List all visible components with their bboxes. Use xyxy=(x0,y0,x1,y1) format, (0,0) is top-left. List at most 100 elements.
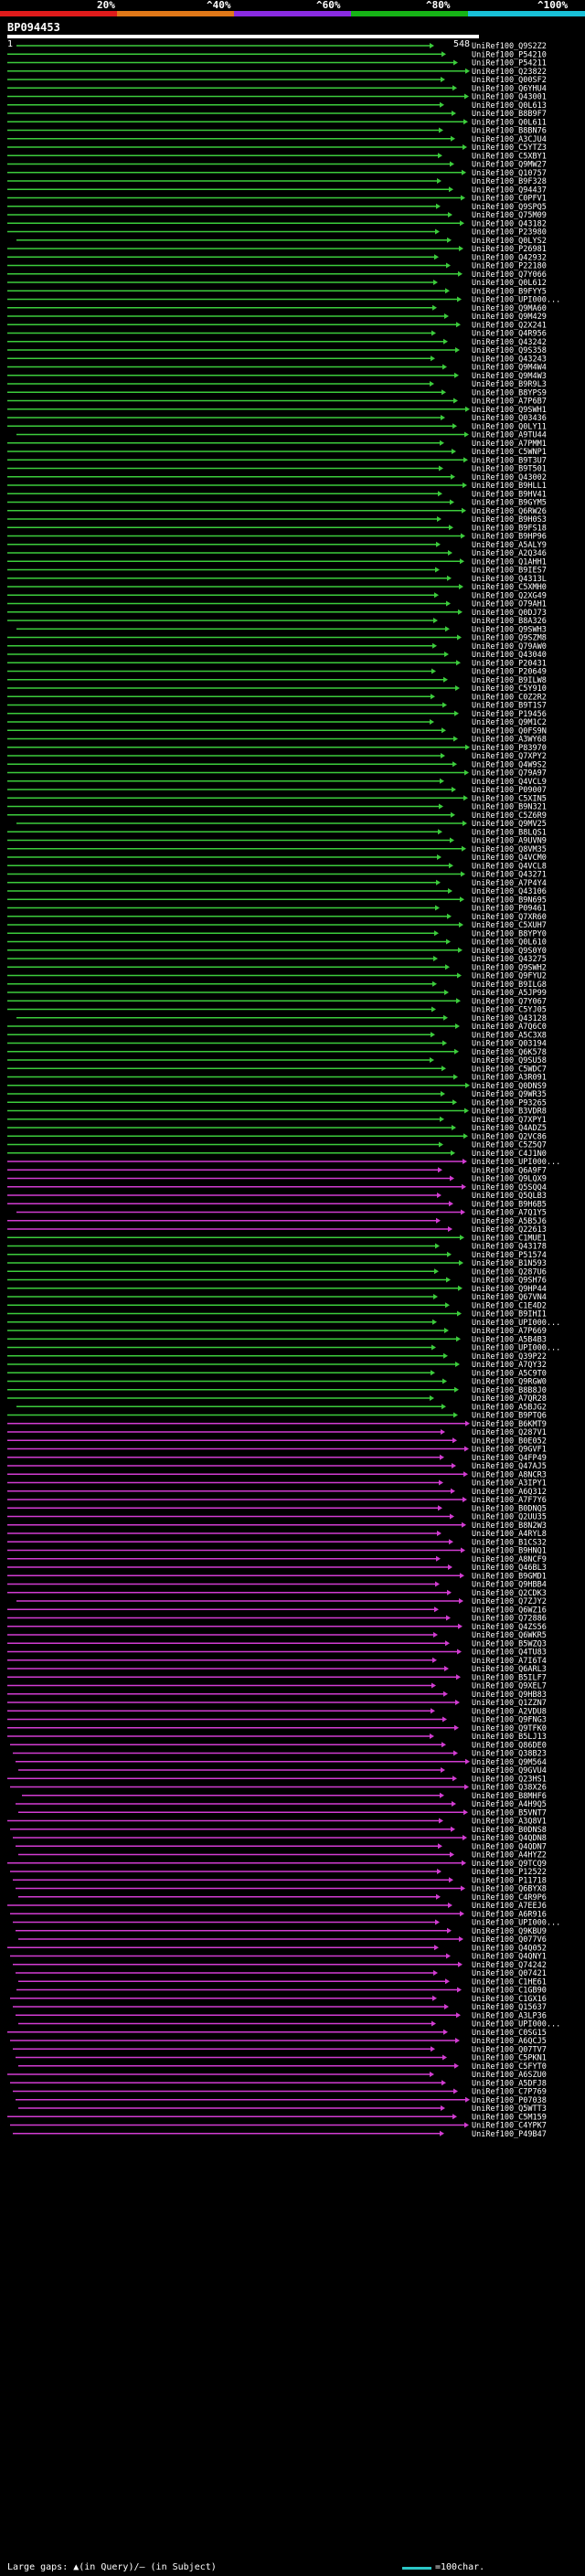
alignment-label[interactable]: UniRef100_Q07TV7 xyxy=(472,2045,547,2054)
alignment-row[interactable]: UniRef100_Q9S358 xyxy=(7,346,547,355)
alignment-row[interactable]: UniRef100_B9GYM5 xyxy=(7,499,547,508)
alignment-row[interactable]: UniRef100_Q6YHU4 xyxy=(7,84,547,93)
alignment-row[interactable]: UniRef100_Q6BYX8 xyxy=(16,1885,547,1894)
alignment-label[interactable]: UniRef100_Q9FNG3 xyxy=(472,1716,547,1725)
alignment-label[interactable]: UniRef100_Q7XPY1 xyxy=(472,1116,547,1125)
alignment-row[interactable]: UniRef100_C5WDC7 xyxy=(7,1065,547,1074)
alignment-row[interactable]: UniRef100_Q03194 xyxy=(7,1040,547,1049)
alignment-row[interactable]: UniRef100_Q43106 xyxy=(7,887,547,896)
alignment-row[interactable]: UniRef100_Q4QDN7 xyxy=(16,1842,547,1851)
alignment-label[interactable]: UniRef100_Q2XG49 xyxy=(472,591,547,600)
alignment-row[interactable]: UniRef100_Q9KBU9 xyxy=(16,1927,547,1936)
alignment-label[interactable]: UniRef100_A5ALY9 xyxy=(472,541,547,550)
alignment-row[interactable]: UniRef100_Q2X241 xyxy=(7,321,547,330)
alignment-row[interactable]: UniRef100_B8YPY0 xyxy=(7,929,547,938)
alignment-label[interactable]: UniRef100_Q1AHH1 xyxy=(472,557,547,567)
alignment-label[interactable]: UniRef100_B8B9F7 xyxy=(472,110,547,119)
alignment-label[interactable]: UniRef100_Q38X26 xyxy=(472,1784,547,1793)
alignment-row[interactable]: UniRef100_Q9XEL7 xyxy=(7,1682,547,1691)
alignment-row[interactable]: UniRef100_Q7Y067 xyxy=(7,997,547,1006)
alignment-label[interactable]: UniRef100_Q1ZZN7 xyxy=(472,1699,547,1708)
alignment-label[interactable]: UniRef100_Q07421 xyxy=(472,1969,547,1978)
alignment-row[interactable]: UniRef100_Q9RGW0 xyxy=(7,1378,547,1387)
alignment-label[interactable]: UniRef100_Q0DJ73 xyxy=(472,609,547,618)
alignment-label[interactable]: UniRef100_A3LP36 xyxy=(472,2011,547,2020)
alignment-label[interactable]: UniRef100_B0E052 xyxy=(472,1436,547,1446)
alignment-row[interactable]: UniRef100_Q9HB83 xyxy=(7,1691,547,1700)
alignment-row[interactable]: UniRef100_Q4QDN8 xyxy=(13,1834,547,1843)
alignment-label[interactable]: UniRef100_A6SZU0 xyxy=(472,2071,547,2080)
alignment-row[interactable]: UniRef100_B9HLL1 xyxy=(7,482,547,491)
alignment-row[interactable]: UniRef100_Q39P22 xyxy=(7,1352,547,1362)
alignment-row[interactable]: UniRef100_Q43243 xyxy=(7,355,547,364)
alignment-row[interactable]: UniRef100_A3WY68 xyxy=(7,736,547,745)
alignment-label[interactable]: UniRef100_A7I6T4 xyxy=(472,1657,547,1666)
alignment-label[interactable]: UniRef100_A4H9Q5 xyxy=(472,1800,547,1809)
alignment-label[interactable]: UniRef100_Q47AJ5 xyxy=(472,1462,547,1471)
alignment-label[interactable]: UniRef100_Q2VC86 xyxy=(472,1132,547,1141)
alignment-label[interactable]: UniRef100_B9FYY5 xyxy=(472,287,547,296)
alignment-label[interactable]: UniRef100_B8B8J0 xyxy=(472,1386,547,1395)
alignment-label[interactable]: UniRef100_C1E4D2 xyxy=(472,1301,547,1310)
alignment-label[interactable]: UniRef100_C1MUE1 xyxy=(472,1234,547,1243)
alignment-label[interactable]: UniRef100_Q9MA60 xyxy=(472,304,547,313)
alignment-label[interactable]: UniRef100_Q43040 xyxy=(472,651,547,660)
alignment-label[interactable]: UniRef100_C4J1N0 xyxy=(472,1150,547,1159)
alignment-row[interactable]: UniRef100_Q9WR35 xyxy=(7,1090,547,1099)
alignment-label[interactable]: UniRef100_Q5QLB3 xyxy=(472,1192,547,1201)
alignment-row[interactable]: UniRef100_Q4VCL8 xyxy=(7,862,547,871)
alignment-row[interactable]: UniRef100_Q4313L xyxy=(7,575,547,584)
alignment-row[interactable]: UniRef100_A5B4B3 xyxy=(7,1335,547,1344)
alignment-row[interactable]: UniRef100_Q79AW0 xyxy=(7,642,547,652)
alignment-row[interactable]: UniRef100_Q0L612 xyxy=(7,279,547,288)
alignment-label[interactable]: UniRef100_A6R916 xyxy=(472,1910,547,1919)
alignment-row[interactable]: UniRef100_Q74242 xyxy=(13,1961,547,1970)
alignment-label[interactable]: UniRef100_A2VDU8 xyxy=(472,1707,547,1716)
alignment-label[interactable]: UniRef100_Q9GVU4 xyxy=(472,1766,547,1776)
alignment-label[interactable]: UniRef100_Q79A97 xyxy=(472,769,547,779)
alignment-label[interactable]: UniRef100_B9PTQ6 xyxy=(472,1412,547,1421)
alignment-row[interactable]: UniRef100_B8LQS1 xyxy=(7,828,547,837)
alignment-row[interactable]: UniRef100_B8N2W3 xyxy=(7,1521,547,1531)
alignment-label[interactable]: UniRef100_Q4ZS56 xyxy=(472,1623,547,1632)
alignment-row[interactable]: UniRef100_Q9SU58 xyxy=(7,1056,547,1065)
alignment-row[interactable]: UniRef100_Q07TV7 xyxy=(13,2045,547,2054)
alignment-row[interactable]: UniRef100_C1GX16 xyxy=(10,1995,547,2004)
alignment-row[interactable]: UniRef100_B8A326 xyxy=(7,617,547,626)
alignment-row[interactable]: UniRef100_Q0L613 xyxy=(7,101,547,111)
alignment-row[interactable]: UniRef100_Q67VN4 xyxy=(7,1293,547,1302)
alignment-label[interactable]: UniRef100_A3Q8V1 xyxy=(472,1818,547,1827)
alignment-label[interactable]: UniRef100_Q4FP49 xyxy=(472,1454,547,1463)
alignment-label[interactable]: UniRef100_Q287V1 xyxy=(472,1428,547,1437)
alignment-row[interactable]: UniRef100_Q4ZS56 xyxy=(7,1623,547,1632)
alignment-label[interactable]: UniRef100_C5Z6R9 xyxy=(472,811,547,821)
alignment-row[interactable]: UniRef100_B5WZQ3 xyxy=(7,1639,547,1648)
alignment-row[interactable]: UniRef100_A3IPY1 xyxy=(7,1479,547,1489)
alignment-row[interactable]: UniRef100_Q86DE0 xyxy=(10,1741,547,1750)
alignment-row[interactable]: UniRef100_A6QCJ5 xyxy=(10,2037,547,2046)
alignment-row[interactable]: UniRef100_Q00SF2 xyxy=(7,76,547,85)
alignment-row[interactable]: UniRef100_B3VDR8 xyxy=(7,1108,547,1117)
alignment-row[interactable]: UniRef100_Q9SWH1 xyxy=(7,406,547,415)
alignment-label[interactable]: UniRef100_A8NCR3 xyxy=(472,1470,547,1479)
alignment-label[interactable]: UniRef100_Q15637 xyxy=(472,2003,547,2012)
alignment-label[interactable]: UniRef100_A5B4B3 xyxy=(472,1335,547,1344)
alignment-row[interactable]: UniRef100_C0Z2R2 xyxy=(7,693,547,702)
alignment-label[interactable]: UniRef100_Q7XPY2 xyxy=(472,752,547,761)
alignment-label[interactable]: UniRef100_Q6RW26 xyxy=(472,507,547,516)
alignment-label[interactable]: UniRef100_P20649 xyxy=(472,668,547,677)
alignment-label[interactable]: UniRef100_C5WDC7 xyxy=(472,1065,547,1074)
alignment-label[interactable]: UniRef100_C5M159 xyxy=(472,2113,547,2122)
alignment-label[interactable]: UniRef100_B9T3U7 xyxy=(472,456,547,465)
alignment-label[interactable]: UniRef100_A2Q346 xyxy=(472,549,547,558)
alignment-row[interactable]: UniRef100_A5DFJ8 xyxy=(10,2079,547,2088)
alignment-row[interactable]: UniRef100_A5C3X8 xyxy=(7,1031,547,1040)
alignment-row[interactable]: UniRef100_UPI000... xyxy=(7,1344,560,1353)
alignment-label[interactable]: UniRef100_B9FS18 xyxy=(472,524,547,533)
alignment-label[interactable]: UniRef100_A8NCF9 xyxy=(472,1555,547,1564)
alignment-row[interactable]: UniRef100_Q9SWH2 xyxy=(7,963,547,972)
alignment-row[interactable]: UniRef100_A2Q346 xyxy=(7,549,547,558)
alignment-row[interactable]: UniRef100_Q94437 xyxy=(7,186,547,195)
alignment-label[interactable]: UniRef100_B8A326 xyxy=(472,617,547,626)
alignment-label[interactable]: UniRef100_Q94437 xyxy=(472,186,547,195)
